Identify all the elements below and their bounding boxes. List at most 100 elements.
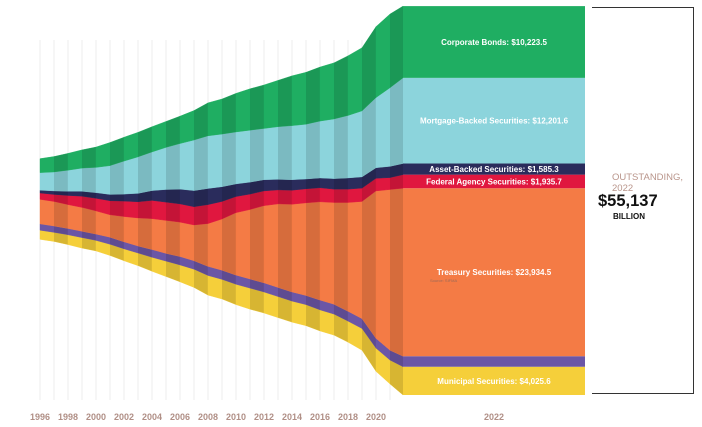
band-corporate (319, 62, 335, 122)
band-shade-agency (54, 194, 68, 205)
segment-label-corporate: Corporate Bonds: $10,223.5 (441, 38, 547, 47)
band-shade-gap (334, 304, 348, 322)
band-agency (375, 177, 391, 192)
band-treasury (319, 201, 335, 305)
band-abs (207, 186, 223, 205)
block-corporate (403, 6, 585, 78)
band-shade-treasury (222, 212, 236, 276)
band-abs (319, 177, 335, 190)
band-shade-mbs (278, 125, 292, 180)
band-shade-abs (54, 190, 68, 196)
band-mbs (39, 171, 55, 192)
band-shade-gap (194, 260, 208, 276)
band-mbs (235, 129, 251, 185)
band-municipal (319, 309, 335, 336)
band-agency (123, 200, 139, 219)
band-shade-agency (362, 178, 376, 202)
band-shade-municipal (194, 269, 208, 296)
block-gap (403, 356, 585, 367)
band-shade-gap (166, 253, 180, 265)
segment-label-abs: Asset-Backed Securities: $1,585.3 (429, 165, 559, 174)
x-axis-ticks: 1996 1998 2000 2002 2004 2006 2008 2010 2012 2014… (30, 412, 504, 422)
band-treasury (179, 221, 195, 262)
band-agency (179, 203, 195, 226)
band-shade-corporate (138, 126, 152, 157)
x-tick-label: 2014 (282, 412, 302, 422)
band-agency (235, 193, 251, 213)
band-shade-corporate (166, 116, 180, 148)
band-shade-corporate (390, 6, 403, 88)
band-shade-abs (194, 188, 208, 207)
x-tick-label: 2006 (170, 412, 190, 422)
band-shade-gap (110, 237, 124, 249)
band-shade-municipal (138, 253, 152, 272)
block-mbs (403, 77, 585, 164)
block-treasury (403, 188, 585, 357)
band-abs (179, 188, 195, 207)
band-shade-mbs (250, 128, 264, 183)
band-shade-corporate (362, 26, 376, 111)
band-shade-abs (250, 179, 264, 195)
band-treasury (95, 210, 111, 238)
band-shade-treasury (334, 202, 348, 312)
source-note: Source: SIFMA (430, 278, 457, 283)
band-treasury (291, 202, 307, 296)
band-shade-municipal (306, 304, 320, 331)
band-shade-abs (138, 190, 152, 202)
segment-label-agency: Federal Agency Securities: $1,935.7 (426, 177, 562, 186)
band-treasury (347, 201, 363, 320)
band-treasury (123, 216, 139, 247)
band-shade-mbs (138, 151, 152, 194)
outstanding-heading: OUTSTANDING, 2022 (612, 172, 684, 194)
segment-label-municipal: Municipal Securities: $4,025.6 (437, 377, 551, 386)
band-municipal (207, 275, 223, 300)
band-treasury (375, 189, 391, 351)
band-mbs (263, 126, 279, 180)
band-abs (291, 178, 307, 191)
band-abs (375, 166, 391, 179)
final-year-block (403, 6, 585, 395)
band-agency (347, 187, 363, 203)
band-mbs (375, 87, 391, 168)
x-tick-label: 1998 (58, 412, 78, 422)
band-mbs (319, 118, 335, 179)
band-treasury (151, 218, 167, 254)
x-tick-label: 2022 (484, 412, 504, 422)
band-shade-treasury (278, 203, 292, 293)
band-treasury (207, 218, 223, 271)
band-shade-mbs (390, 77, 403, 167)
band-agency (319, 187, 335, 203)
band-mbs (123, 156, 139, 195)
band-shade-agency (334, 189, 348, 203)
band-shade-abs (390, 163, 403, 178)
band-shade-abs (306, 177, 320, 189)
band-shade-agency (194, 204, 208, 225)
band-shade-mbs (166, 143, 180, 190)
band-shade-municipal (250, 288, 264, 314)
band-shade-agency (138, 200, 152, 219)
band-shade-municipal (82, 237, 96, 251)
band-shade-municipal (362, 328, 376, 372)
band-shade-agency (110, 200, 124, 217)
band-corporate (207, 98, 223, 137)
band-shade-abs (82, 191, 96, 199)
band-mbs (67, 167, 83, 192)
band-shade-mbs (194, 135, 208, 191)
band-agency (263, 189, 279, 206)
band-shade-mbs (54, 170, 68, 192)
band-shade-mbs (110, 161, 124, 195)
band-shade-municipal (110, 244, 124, 261)
band-shade-agency (82, 196, 96, 211)
band-mbs (291, 124, 307, 180)
x-tick-label: 2016 (310, 412, 330, 422)
band-corporate (67, 149, 83, 171)
band-shade-treasury (54, 201, 68, 229)
band-shade-gap (54, 226, 68, 235)
band-corporate (235, 88, 251, 133)
x-tick-label: 2004 (142, 412, 162, 422)
band-shade-agency (306, 187, 320, 203)
band-mbs (151, 147, 167, 191)
x-tick-label: 2020 (366, 412, 386, 422)
band-shade-mbs (306, 121, 320, 179)
